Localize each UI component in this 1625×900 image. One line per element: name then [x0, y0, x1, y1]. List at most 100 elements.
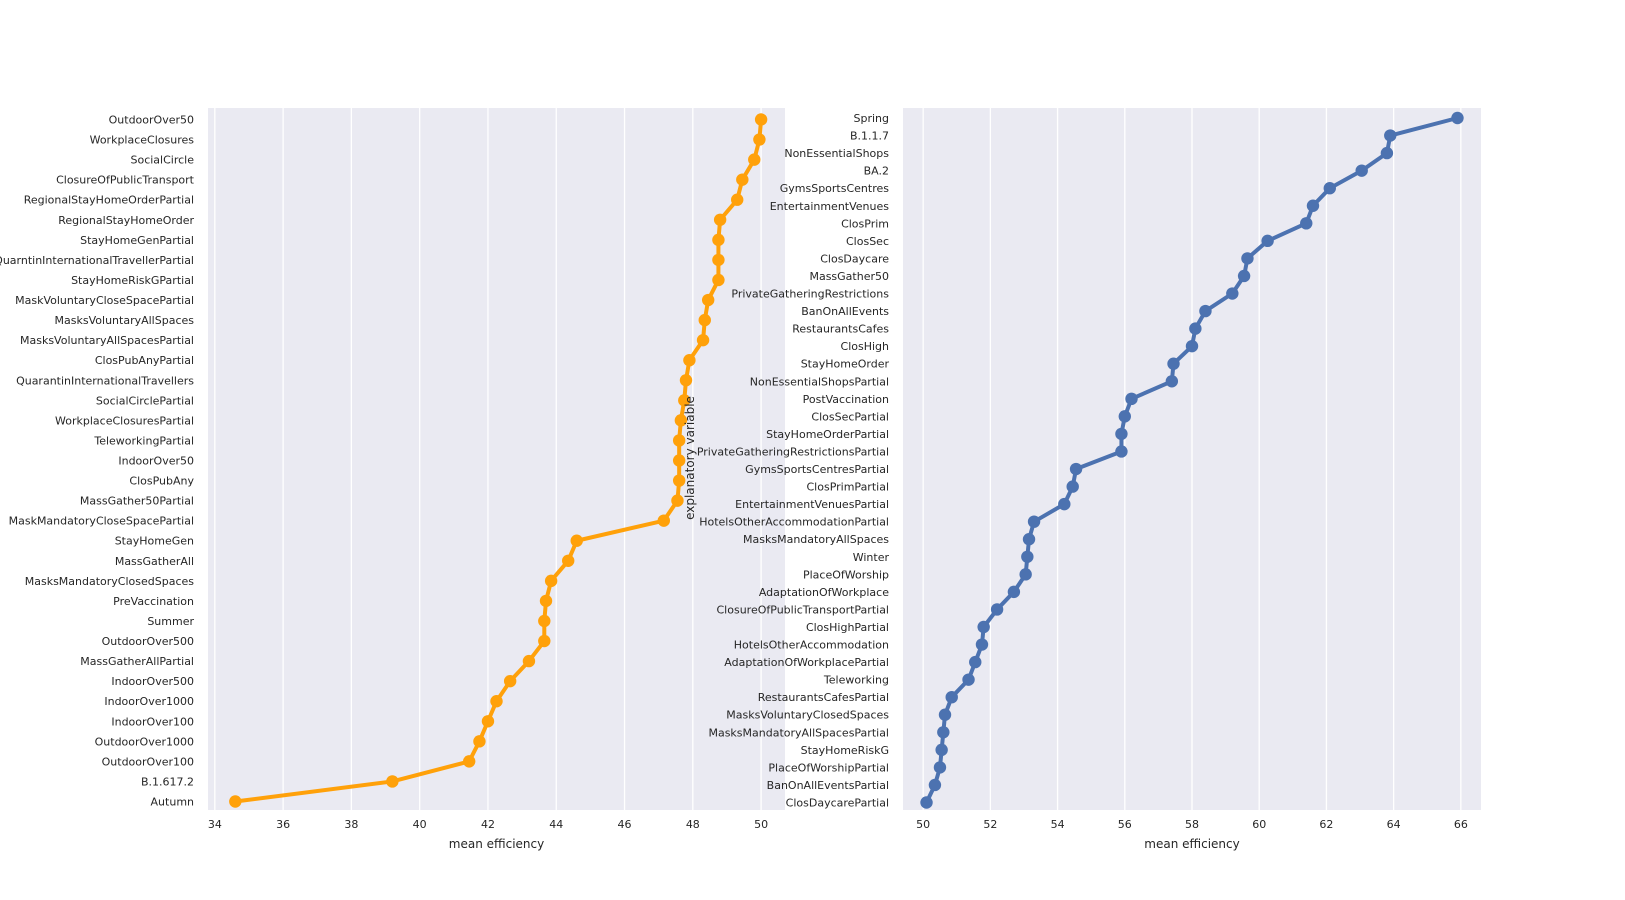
right-y-tick-label: RestaurantsCafes — [792, 323, 889, 336]
left-plot-background — [208, 108, 785, 810]
left-y-tick-label: MasksMandatoryClosedSpaces — [25, 575, 195, 588]
right-data-point — [1237, 269, 1251, 283]
right-y-tick-label: PrivateGatheringRestrictions — [731, 288, 889, 301]
right-data-point — [1241, 252, 1254, 265]
right-data-point — [937, 726, 950, 739]
left-y-tick-label: IndoorOver100 — [111, 715, 194, 728]
left-data-point — [696, 333, 710, 347]
right-data-point — [920, 796, 933, 809]
left-data-point — [678, 394, 691, 407]
right-y-tick-label: PrivateGatheringRestrictionsPartial — [697, 445, 889, 458]
right-x-tick-label: 60 — [1252, 818, 1266, 831]
left-data-point — [570, 534, 583, 547]
left-y-tick-label: IndoorOver1000 — [104, 695, 194, 708]
left-y-tick-label: Autumn — [151, 796, 194, 809]
right-y-tick-label: Teleworking — [823, 674, 889, 687]
right-data-point — [1022, 533, 1036, 546]
left-y-tick-label: MaskMandatoryCloseSpacePartial — [9, 515, 194, 528]
left-data-point — [539, 594, 553, 608]
right-y-tick-label: StayHomeOrderPartial — [766, 428, 889, 441]
left-y-tick-label: Summer — [147, 615, 194, 628]
right-data-point — [1185, 339, 1199, 353]
right-data-point — [938, 708, 952, 721]
left-data-point — [701, 293, 715, 307]
left-data-point — [672, 454, 686, 467]
left-x-tick-label: 38 — [344, 818, 358, 831]
left-data-point — [698, 313, 711, 327]
right-data-point — [1125, 392, 1138, 406]
right-x-tick-label: 54 — [1051, 818, 1065, 831]
right-x-tick-label: 50 — [916, 818, 930, 831]
left-data-point — [712, 233, 725, 247]
right-y-tick-label: AdaptationOfWorkplacePartial — [724, 656, 889, 669]
right-y-tick-label: B.1.1.7 — [850, 130, 889, 143]
right-data-point — [1306, 199, 1320, 212]
right-data-point — [1226, 287, 1239, 300]
left-y-tick-label: TeleworkingPartial — [93, 434, 194, 447]
left-x-tick-label: 36 — [276, 818, 290, 831]
right-y-tick-label: BA.2 — [864, 165, 889, 178]
left-data-point — [748, 153, 761, 166]
right-y-tick-label: GymsSportsCentres — [780, 182, 890, 195]
right-data-point — [935, 743, 948, 757]
left-y-tick-label: ClosPubAny — [129, 475, 194, 488]
left-x-tick-label: 46 — [618, 818, 632, 831]
right-data-point — [1189, 322, 1202, 335]
left-x-tick-label: 48 — [686, 818, 700, 831]
right-data-point — [969, 655, 982, 669]
right-y-tick-label: GymsSportsCentresPartial — [745, 463, 889, 476]
left-data-point — [544, 574, 558, 588]
left-y-tick-label: MaskVoluntaryCloseSpacePartial — [15, 294, 194, 307]
left-x-tick-label: 50 — [754, 818, 768, 831]
right-data-point — [1261, 234, 1274, 248]
left-data-point — [522, 654, 536, 668]
right-data-point — [990, 603, 1004, 616]
left-y-tick-label: RegionalStayHomeOrder — [58, 214, 194, 227]
right-y-tick-label: HotelsOtherAccommodationPartial — [699, 516, 889, 529]
left-data-point — [672, 474, 686, 487]
left-y-tick-label: ClosPubAnyPartial — [95, 354, 194, 367]
left-data-point — [736, 173, 749, 186]
left-x-tick-label: 40 — [413, 818, 427, 831]
right-data-point — [977, 620, 990, 634]
left-data-point — [657, 514, 670, 527]
left-y-tick-label: WorkplaceClosuresPartial — [55, 414, 194, 427]
left-data-point — [674, 414, 688, 427]
right-data-point — [1384, 129, 1397, 142]
left-x-axis-label: mean efficiency — [449, 837, 544, 851]
right-data-point — [1069, 462, 1083, 476]
left-y-tick-label: OutdoorOver50 — [109, 114, 194, 127]
right-data-point — [1058, 497, 1071, 511]
left-data-point — [561, 554, 575, 567]
left-y-tick-label: MasksVoluntaryAllSpacesPartial — [20, 334, 194, 347]
left-data-point — [753, 133, 766, 146]
left-chart-panel: 34 36 38 40 42 44 46 48 50 OutdoorOver50 Workplace… — [0, 108, 785, 851]
left-data-point — [490, 695, 503, 708]
left-y-tick-label: QuarantinInternationalTravellers — [16, 374, 194, 387]
left-y-tick-label: SocialCirclePartial — [96, 394, 194, 407]
left-y-tick-label: MasksVoluntaryAllSpaces — [55, 314, 195, 327]
left-y-tick-label: MassGatherAllPartial — [80, 655, 194, 668]
left-data-point — [671, 494, 684, 507]
right-y-tick-label: Winter — [853, 551, 890, 564]
left-data-point — [683, 354, 696, 367]
right-data-point — [1021, 550, 1034, 563]
left-y-tick-label: B.1.617.2 — [141, 775, 194, 788]
right-x-tick-label: 56 — [1118, 818, 1132, 831]
right-data-point — [1115, 427, 1128, 441]
left-data-point — [538, 634, 551, 648]
right-data-point — [1118, 410, 1131, 423]
right-y-tick-label: PostVaccination — [803, 393, 889, 406]
right-y-tick-label: RestaurantsCafesPartial — [758, 691, 889, 704]
right-data-point — [1007, 585, 1021, 599]
right-y-tick-label: EntertainmentVenues — [770, 200, 890, 213]
left-y-tick-label: OutdoorOver500 — [102, 635, 194, 648]
left-data-point — [754, 113, 768, 126]
right-x-axis-label: mean efficiency — [1144, 837, 1239, 851]
right-y-tick-label: BanOnAllEvents — [801, 305, 889, 318]
right-x-tick-label: 52 — [983, 818, 997, 831]
right-y-tick-label: ClosHigh — [841, 340, 890, 353]
left-y-tick-label: IndoorOver50 — [118, 455, 194, 468]
left-data-point — [712, 273, 725, 287]
right-y-tick-label: MassGather50 — [809, 270, 889, 283]
